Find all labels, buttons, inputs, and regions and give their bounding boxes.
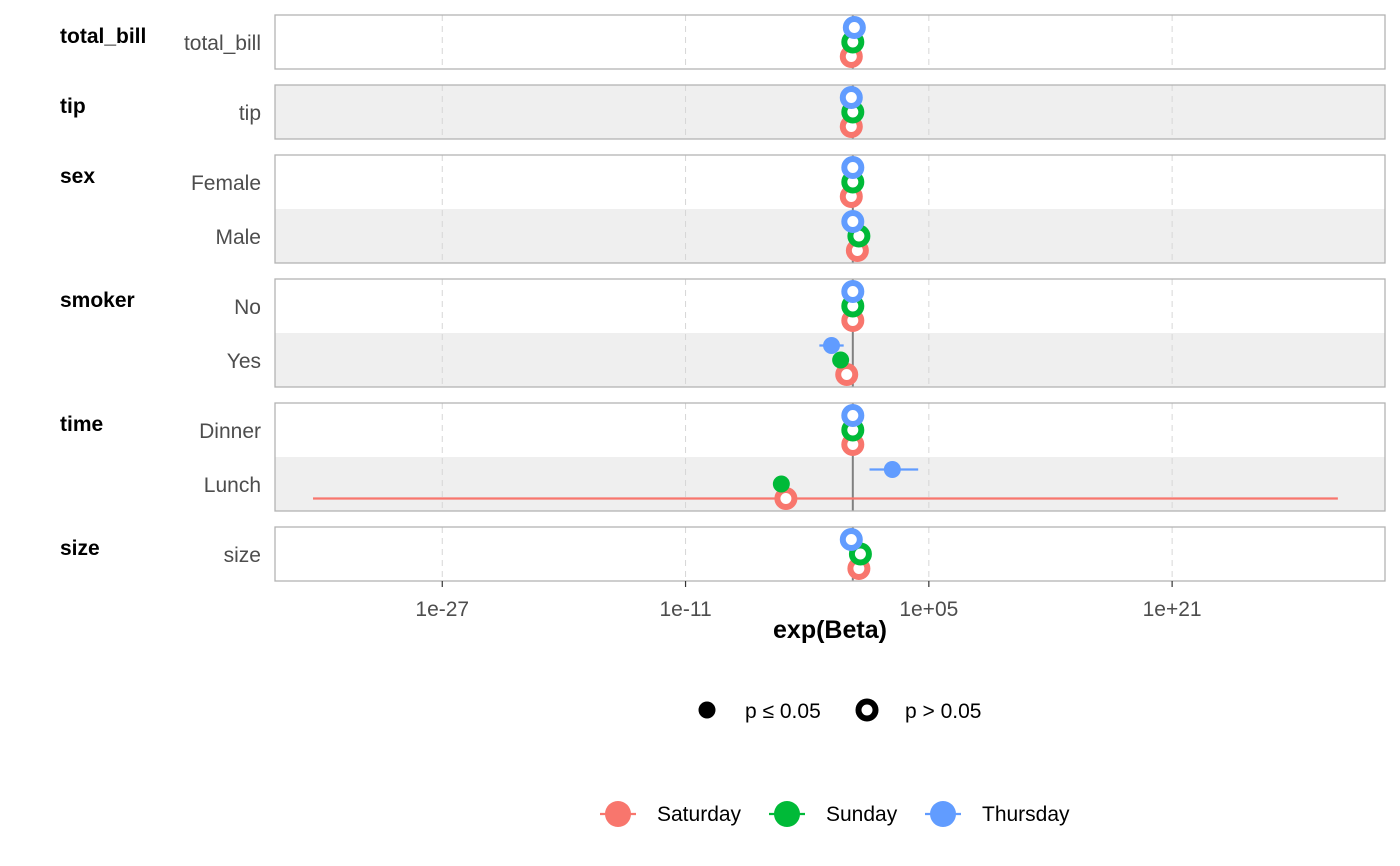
group-smoker: smoker No Yes bbox=[60, 278, 1386, 388]
row-background bbox=[275, 527, 1385, 581]
estimate-thursday-point bbox=[841, 156, 865, 179]
legend-key-sunday bbox=[774, 801, 800, 827]
group-label: size bbox=[60, 537, 100, 560]
series-legend: Saturday Sunday Thursday bbox=[600, 801, 1070, 827]
x-tick-label: 1e+21 bbox=[1143, 598, 1202, 621]
term-label: Lunch bbox=[204, 474, 261, 497]
group-sex: sex Female Male bbox=[60, 154, 1386, 264]
series-legend-label: Saturday bbox=[657, 803, 742, 826]
estimate-saturday-point bbox=[774, 487, 798, 510]
estimate-thursday-point bbox=[823, 337, 841, 354]
term-label: total_bill bbox=[184, 32, 261, 55]
significance-legend-label: p > 0.05 bbox=[905, 700, 981, 723]
group-tip: tip tip bbox=[60, 84, 1386, 140]
group-total-bill: total_bill total_bill bbox=[60, 14, 1386, 70]
legend-hollow-symbol bbox=[855, 698, 879, 722]
group-size: size size bbox=[60, 526, 1386, 582]
estimate-thursday-point bbox=[841, 404, 865, 427]
series-legend-label: Sunday bbox=[826, 803, 898, 826]
estimate-thursday-point bbox=[883, 461, 901, 478]
panel-border bbox=[274, 84, 1386, 140]
x-axis: 1e-27 1e-11 1e+05 1e+21 bbox=[415, 581, 1202, 621]
estimate-thursday-point bbox=[839, 86, 863, 109]
x-tick-label: 1e-11 bbox=[659, 598, 711, 621]
legend-filled-symbol bbox=[698, 701, 716, 719]
term-label: Dinner bbox=[199, 420, 261, 443]
estimate-saturday-point bbox=[835, 363, 859, 386]
estimate-thursday-point bbox=[841, 210, 865, 233]
group-label: smoker bbox=[60, 289, 135, 312]
row-background bbox=[275, 403, 1385, 457]
term-label: size bbox=[224, 544, 261, 567]
row-background bbox=[275, 209, 1385, 263]
estimate-thursday-point bbox=[842, 16, 866, 39]
significance-legend: p ≤ 0.05 p > 0.05 bbox=[698, 698, 981, 723]
group-label: time bbox=[60, 413, 103, 436]
estimate-thursday-point bbox=[839, 528, 863, 551]
row-background bbox=[275, 155, 1385, 209]
row-background bbox=[275, 85, 1385, 139]
panel-border bbox=[274, 402, 1386, 512]
series-legend-label: Thursday bbox=[982, 803, 1070, 826]
term-label: No bbox=[234, 296, 261, 319]
x-tick-label: 1e-27 bbox=[415, 598, 469, 621]
term-label: Male bbox=[215, 226, 261, 249]
row-background bbox=[275, 457, 1385, 511]
legend-key-saturday bbox=[605, 801, 631, 827]
term-label: Female bbox=[191, 172, 261, 195]
estimate-sunday-point bbox=[832, 351, 850, 369]
row-background bbox=[275, 15, 1385, 69]
estimate-sunday-point bbox=[772, 475, 790, 493]
x-axis-label: exp(Beta) bbox=[773, 616, 887, 644]
group-label: total_bill bbox=[60, 25, 146, 48]
panel-border bbox=[274, 14, 1386, 70]
term-label: Yes bbox=[227, 350, 261, 373]
panel-border bbox=[274, 526, 1386, 582]
panel-border bbox=[274, 278, 1386, 388]
panel-border bbox=[274, 154, 1386, 264]
estimate-thursday-point bbox=[841, 280, 865, 303]
group-time: time Dinner Lunch bbox=[60, 402, 1386, 512]
row-background bbox=[275, 279, 1385, 333]
significance-legend-label: p ≤ 0.05 bbox=[745, 700, 821, 723]
group-label: sex bbox=[60, 165, 95, 188]
term-label: tip bbox=[239, 102, 261, 125]
group-label: tip bbox=[60, 95, 86, 118]
x-tick-label: 1e+05 bbox=[899, 598, 958, 621]
legend-key-thursday bbox=[930, 801, 956, 827]
